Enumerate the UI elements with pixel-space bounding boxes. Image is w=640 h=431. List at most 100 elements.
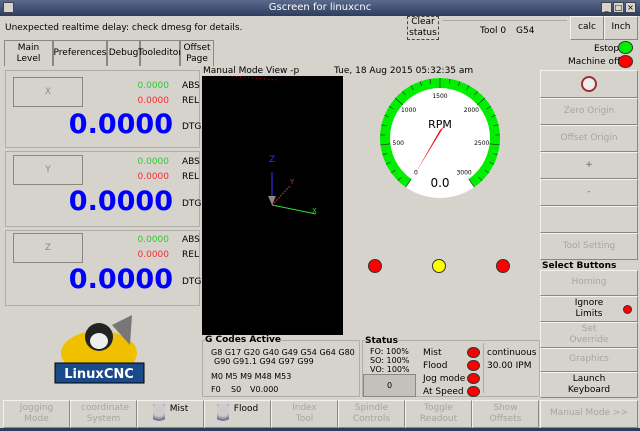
gauge-tick [391,169,396,174]
launch-keyboard-button[interactable]: Launch Keyboard [540,372,638,398]
flood-label: Flood [423,361,448,371]
button-label: Index Tool [292,402,317,424]
gauge-tick [419,81,423,87]
gauge-tick [493,124,499,127]
axis-y-button[interactable]: Y [13,155,83,185]
jogging-mode-button[interactable]: Jogging Mode [3,400,70,428]
axis-x-button[interactable]: X [13,77,83,107]
x-dtg-value: 0.0000 [68,109,173,140]
tool-setting-button[interactable]: Tool Setting [540,233,638,260]
gauge-tick [394,97,403,105]
gauge-face [380,78,500,198]
gauge-tick [380,143,391,146]
rpm-gauge: 0 500 1000 1500 2000 2500 3000 RPM 0.0 [378,76,502,200]
feed-value: F0 [211,385,221,394]
manual-mode-button[interactable]: Manual Mode >> [540,400,638,428]
button-label: Show Offsets [489,402,522,424]
jog-mode-led [467,373,480,384]
divider [442,20,567,21]
button-label: coordinate System [81,402,130,424]
zero-origin-button[interactable]: Zero Origin [540,98,638,125]
indicator-light [368,259,382,273]
linuxcnc-logo: LinuxCNC [52,315,147,385]
ignore-limits-label: Ignore Limits [574,297,604,319]
spindle-controls-button[interactable]: Spindle Controls [338,400,405,428]
tab-offset-page[interactable]: Offset Page [180,40,214,66]
toggle-readout-button[interactable]: Toggle Readout [405,400,472,428]
gcodes-panel: G Codes Active G8 G17 G20 G40 G49 G54 G6… [202,335,360,397]
tab-main-level[interactable]: Main Level [4,40,53,66]
gauge-tick [477,97,486,105]
graphics-button[interactable]: Graphics [540,348,638,372]
mist-icon [152,404,165,424]
gcodes-line1: G8 G17 G20 G40 G49 G54 G64 G80 [211,348,355,357]
ignore-limits-button[interactable]: Ignore Limits [540,296,638,322]
index-tool-button[interactable]: Index Tool [271,400,338,428]
offset-origin-button[interactable]: Offset Origin [540,125,638,152]
close-button[interactable]: × [625,2,636,13]
gauge-tick [484,169,489,174]
axis-z-button[interactable]: Z [13,233,83,263]
minimize-button[interactable]: _ [601,2,612,13]
ignore-limits-led [623,305,632,314]
window-menu-button[interactable] [3,2,14,13]
gauge-tick-label: 2000 [464,107,479,114]
indicator-light [496,259,510,273]
rel-label: REL [182,96,199,106]
set-override-label: Set Override [569,323,609,345]
gauge-tick [382,153,388,156]
mcodes: M0 M5 M9 M48 M53 [211,372,292,381]
divider [483,343,484,393]
mist-label: Mist [423,348,442,358]
set-override-button[interactable]: Set Override [540,322,638,348]
rel-label: REL [182,250,199,260]
axis-x-panel: X 0.0000 ABS 0.0000 REL 0.0000 DTG [5,70,201,148]
clear-status-button[interactable]: Clear status [407,16,439,40]
mist-button[interactable]: Mist [137,400,204,428]
estop-label: Estop [594,44,620,54]
coordinate-system-button[interactable]: coordinate System [70,400,137,428]
status-counter: 0 [363,374,416,397]
gauge-tick [478,176,483,181]
maximize-button[interactable]: □ [613,2,624,13]
gauge-tick-label: 1000 [401,107,416,114]
gauge-tick [402,90,406,96]
gauge-tick [410,85,414,91]
tab-tooleditor[interactable]: Tooleditor [138,40,182,66]
gauge-tick [429,78,432,84]
plus-button[interactable]: + [540,152,638,179]
homing-button[interactable]: Homing [540,270,638,296]
gauge-tick [492,153,498,156]
axis-z-label: Z [269,155,276,165]
spindle-override: SO: 100% [370,356,410,365]
gauge-tick [381,124,387,127]
machine-state-label: Machine off [568,57,621,67]
gauge-tick [474,90,478,96]
gcodes-title: G Codes Active [205,335,282,345]
abs-label: ABS [182,157,200,167]
gauge-tick [489,161,495,165]
at-speed-led [467,386,480,397]
flood-button[interactable]: Flood [204,400,271,428]
window-border [0,428,640,431]
gauge-tick [486,105,492,110]
estop-led [618,41,633,54]
blank-button[interactable] [540,206,638,233]
jog-mode-label: Jog mode [423,374,466,384]
feed-override: FO: 100% [370,347,409,356]
gcodes-line2: G90 G91.1 G94 G97 G99 [214,357,314,366]
button-label: Toggle Readout [419,402,458,424]
dtg-label: DTG [182,277,202,287]
tab-debug[interactable]: Debug [107,40,140,66]
gauge-tick [466,85,470,91]
tab-preferences[interactable]: Preferences [53,40,107,66]
minus-button[interactable]: - [540,179,638,206]
units-button[interactable]: Inch [604,16,638,40]
calc-button[interactable]: calc [570,16,604,40]
status-title: Status [365,336,398,346]
show-offsets-button[interactable]: Show Offsets [472,400,539,428]
gauge-tick [468,178,475,188]
estop-button[interactable] [540,70,638,98]
graphics-view-canvas[interactable]: Z X Y [202,76,343,335]
z-rel-value: 0.0000 [137,250,170,260]
